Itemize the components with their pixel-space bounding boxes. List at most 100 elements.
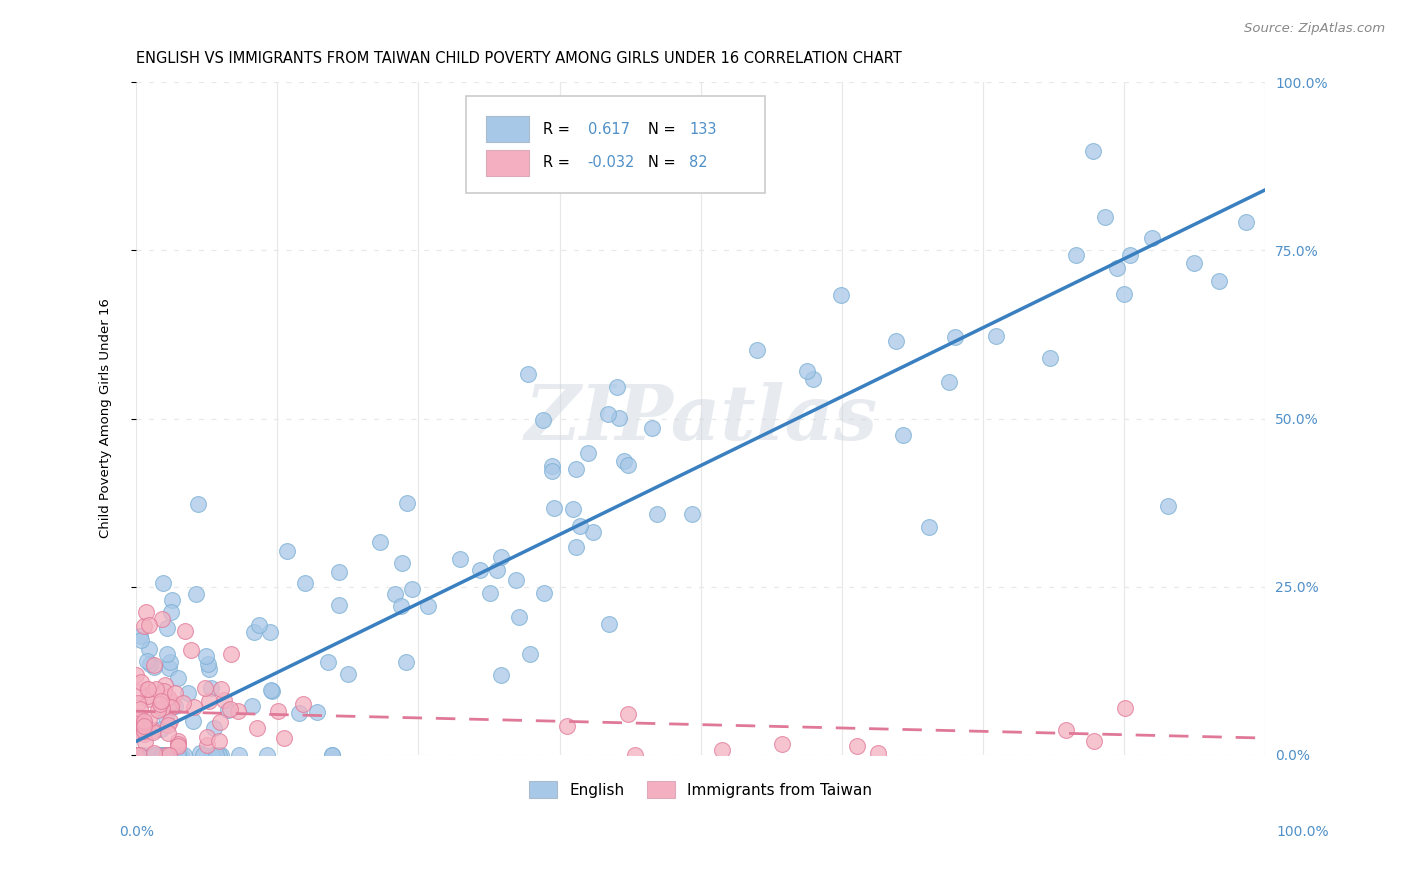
Point <box>166 672 188 686</box>
Point <box>328 565 350 579</box>
Point <box>208 747 231 762</box>
Point <box>125 668 148 682</box>
Point <box>201 747 224 762</box>
Point <box>845 739 868 753</box>
Point <box>801 372 824 386</box>
Point <box>150 747 173 762</box>
Point <box>127 696 149 710</box>
Y-axis label: Child Poverty Among Girls Under 16: Child Poverty Among Girls Under 16 <box>100 299 112 539</box>
Point <box>1054 723 1077 737</box>
Point <box>316 655 339 669</box>
Point <box>624 747 647 762</box>
Point <box>136 692 159 706</box>
Point <box>139 747 162 762</box>
Point <box>160 695 183 709</box>
Point <box>148 703 170 717</box>
Point <box>918 520 941 534</box>
Point <box>136 654 159 668</box>
Point <box>617 458 640 473</box>
Point <box>138 690 160 704</box>
Point <box>156 647 179 661</box>
Point <box>174 624 197 639</box>
Point <box>195 731 218 745</box>
Point <box>276 544 298 558</box>
Point <box>219 702 242 716</box>
Point <box>143 747 166 762</box>
Point <box>246 721 269 735</box>
Point <box>195 738 218 752</box>
Point <box>157 661 180 675</box>
Point <box>516 367 538 381</box>
Point <box>153 684 176 698</box>
Point <box>209 714 232 729</box>
Point <box>228 747 250 762</box>
Point <box>125 724 148 739</box>
Point <box>142 725 165 739</box>
Point <box>150 701 173 715</box>
Point <box>134 715 156 730</box>
Point <box>519 647 541 661</box>
Point <box>167 737 190 751</box>
Point <box>159 747 181 762</box>
Point <box>135 605 157 619</box>
Point <box>505 574 527 588</box>
Point <box>770 737 793 751</box>
Text: 133: 133 <box>689 121 717 136</box>
Point <box>157 718 180 732</box>
Point <box>609 411 631 425</box>
Point <box>134 734 156 748</box>
Point <box>449 552 471 566</box>
Point <box>127 747 149 762</box>
Point <box>243 625 266 640</box>
Point <box>796 364 818 378</box>
Point <box>645 507 668 521</box>
Point <box>157 725 180 739</box>
Point <box>582 524 605 539</box>
Point <box>132 722 155 736</box>
Point <box>533 586 555 600</box>
Point <box>541 458 564 473</box>
Point <box>598 617 620 632</box>
Point <box>531 413 554 427</box>
Point <box>138 657 160 672</box>
Point <box>321 747 343 762</box>
Point <box>568 518 591 533</box>
Point <box>186 587 208 601</box>
Point <box>1064 248 1087 262</box>
Point <box>165 747 187 762</box>
Point <box>240 699 263 714</box>
Point <box>194 648 217 663</box>
Point <box>1107 261 1129 276</box>
Point <box>150 747 173 762</box>
Point <box>565 540 588 554</box>
Point <box>1208 274 1230 288</box>
Point <box>194 681 217 696</box>
Point <box>211 747 233 762</box>
Point <box>260 683 283 698</box>
Point <box>1094 211 1116 225</box>
Point <box>132 714 155 728</box>
Point <box>172 696 194 710</box>
Point <box>135 682 157 697</box>
Point <box>129 747 152 762</box>
Point <box>132 719 155 733</box>
Point <box>160 592 183 607</box>
Point <box>555 718 578 732</box>
Point <box>479 586 502 600</box>
Point <box>217 703 239 717</box>
Point <box>166 747 188 762</box>
Point <box>127 715 149 730</box>
Point <box>943 330 966 344</box>
Point <box>260 684 283 698</box>
Point <box>307 705 329 719</box>
Text: Source: ZipAtlas.com: Source: ZipAtlas.com <box>1244 22 1385 36</box>
Point <box>1142 231 1164 245</box>
Point <box>165 698 187 713</box>
Point <box>138 617 160 632</box>
Text: N =: N = <box>648 121 675 136</box>
Point <box>129 702 152 716</box>
Point <box>489 667 512 681</box>
Point <box>291 697 314 711</box>
Text: 0.617: 0.617 <box>588 121 630 136</box>
Point <box>180 642 202 657</box>
